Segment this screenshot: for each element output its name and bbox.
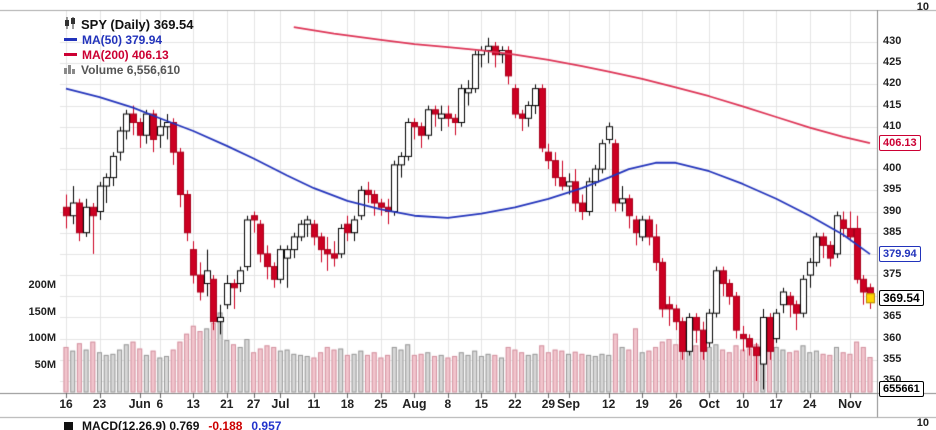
price-tick-label: 420 [883, 77, 902, 90]
lower-pane-scale-label: 10 [916, 417, 929, 429]
symbol-label: SPY (Daily) 369.54 [81, 17, 194, 32]
date-tick-label: 29 [541, 397, 556, 411]
ma50-price-tag: 379.94 [879, 246, 921, 263]
ma50-label: MA(50) 379.94 [82, 32, 163, 47]
macd-negative-value: -0.188 [208, 419, 243, 430]
price-tick-label: 390 [883, 204, 902, 217]
date-tick-label: 21 [220, 397, 234, 411]
date-tick-label: 26 [669, 397, 683, 411]
legend-ma200-row: MA(200) 406.13 [64, 47, 194, 62]
ma200-label: MA(200) 406.13 [82, 47, 169, 62]
volume-tick-label: 200M [28, 279, 56, 291]
upper-pane-scale-label: 10 [916, 1, 929, 13]
price-tick-label: 355 [883, 352, 902, 365]
date-tick-label: 6 [156, 397, 164, 411]
chart-legend: SPY (Daily) 369.54 MA(50) 379.94 MA(200)… [64, 16, 194, 77]
date-tick-label: 16 [59, 397, 73, 411]
date-tick-label: 19 [635, 397, 649, 411]
date-tick-label: 8 [444, 397, 452, 411]
date-tick-label: 18 [340, 397, 355, 411]
date-tick-label: 12 [602, 397, 616, 411]
date-tick-label: 10 [736, 397, 750, 411]
date-tick-label: 15 [474, 397, 489, 411]
price-tick-label: 365 [883, 310, 902, 323]
date-tick-label: 24 [803, 397, 817, 411]
legend-ma50-row: MA(50) 379.94 [64, 32, 194, 47]
price-tick-label: 400 [883, 162, 902, 175]
date-tick-label: Aug [402, 397, 427, 411]
legend-symbol-row: SPY (Daily) 369.54 [64, 16, 194, 34]
price-tick-label: 410 [883, 119, 902, 132]
macd-label: MACD(12,26,9) 0.769 [82, 419, 200, 430]
ma50-line-icon [64, 38, 77, 41]
price-tick-label: 430 [883, 35, 902, 47]
volume-label: Volume 6,556,610 [81, 62, 181, 77]
macd-icon [64, 421, 73, 430]
last-price-tag: 369.54 [879, 290, 924, 307]
date-tick-label: 11 [307, 397, 321, 411]
ma200-price-tag: 406.13 [879, 135, 921, 152]
macd-legend-row: MACD(12,26,9) 0.769 -0.188 0.957 [64, 419, 281, 430]
price-tick-label: 395 [883, 183, 902, 196]
price-tick-label: 425 [883, 56, 902, 69]
date-tick-label: Sep [557, 397, 580, 411]
date-tick-label: Jun [128, 397, 151, 411]
date-tick-label: 22 [508, 397, 522, 411]
date-tick-label: 27 [246, 397, 261, 411]
ma200-line-icon [64, 53, 77, 56]
legend-volume-row: Volume 6,556,610 [64, 62, 194, 77]
date-tick-label: 25 [374, 397, 388, 411]
volume-tick-label: 50M [34, 358, 56, 371]
macd-positive-value: 0.957 [251, 419, 282, 430]
date-tick-label: 17 [769, 397, 783, 411]
date-tick-label: Oct [698, 397, 720, 411]
volume-tick-label: 150M [28, 305, 56, 318]
volume-tick-label: 100M [28, 332, 56, 344]
date-tick-label: 13 [186, 397, 200, 411]
candlestick-icon [64, 16, 76, 34]
price-tick-label: 415 [883, 98, 902, 111]
date-tick-label: Nov [838, 397, 862, 411]
volume-bars-icon [64, 61, 76, 79]
price-tick-label: 375 [883, 268, 902, 281]
price-tick-label: 360 [883, 331, 902, 344]
date-tick-label: 23 [92, 397, 107, 411]
date-tick-label: Jul [271, 397, 290, 411]
current-volume-tag: 655661 [879, 381, 924, 397]
price-tick-label: 385 [883, 225, 902, 238]
